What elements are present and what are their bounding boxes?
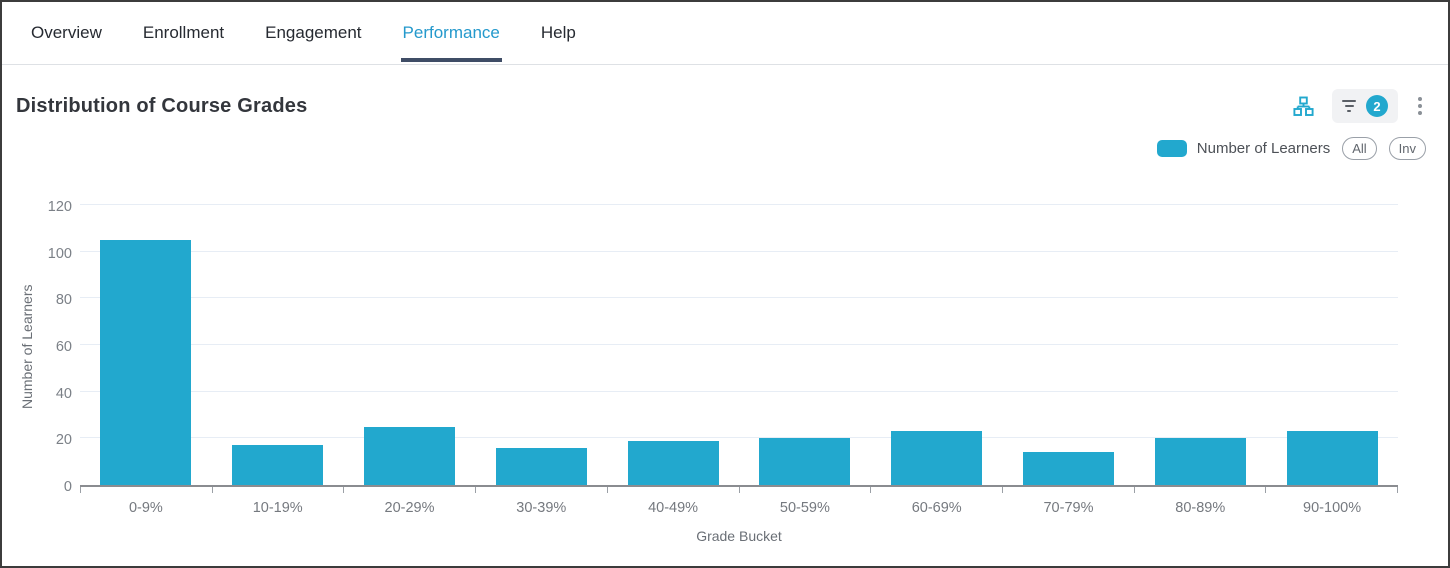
- bar-band: [607, 207, 739, 485]
- legend: Number of Learners All Inv: [2, 123, 1448, 160]
- x-axis-title: Grade Bucket: [696, 528, 782, 544]
- bars-row: [80, 207, 1398, 485]
- kebab-menu-icon: [1416, 97, 1424, 115]
- x-tick-label-0-9%: 0-9%: [128, 500, 163, 516]
- x-axis-labels: 0-9% 10-19% 20-29% 30-39% 40-49% 50-59% 60-69%…: [80, 493, 1398, 516]
- y-axis-title: Number of Learners: [19, 284, 35, 410]
- x-tick-label-40-49%: 40-49%: [648, 500, 699, 516]
- gridline-40: [80, 390, 1398, 392]
- legend-label[interactable]: Number of Learners: [1196, 140, 1331, 157]
- x-tick-label-30-39%: 30-39%: [516, 500, 567, 516]
- tab-overview[interactable]: Overview: [29, 2, 104, 64]
- gridline-60: [80, 344, 1398, 345]
- tab-enrollment[interactable]: Enrollment: [141, 2, 226, 64]
- bar-band: [1003, 207, 1135, 485]
- y-tick-label-80: 80: [55, 292, 72, 309]
- bar-80-89%[interactable]: [1154, 438, 1246, 485]
- bar-band: [871, 207, 1003, 485]
- gridline-80: [80, 297, 1398, 299]
- x-axis-tick: [870, 487, 1002, 493]
- tab-engagement[interactable]: Engagement: [263, 2, 363, 64]
- legend-swatch[interactable]: [1156, 140, 1187, 157]
- filter-icon: [1342, 100, 1356, 112]
- tab-bar: Overview Enrollment Engagement Performan…: [2, 2, 1448, 65]
- x-tick-label-80-89%: 80-89%: [1175, 500, 1226, 516]
- bar-0-9%[interactable]: [100, 240, 192, 485]
- bar-40-49%[interactable]: [627, 440, 719, 485]
- tab-help[interactable]: Help: [539, 2, 578, 64]
- bar-band: [475, 207, 607, 485]
- x-axis-tick: [738, 487, 871, 493]
- x-axis-tick: [80, 487, 212, 493]
- chart: Number of Learners 0 20 40 60 80 100 120 0-9% 1…: [16, 199, 1399, 544]
- bar-band: [344, 207, 476, 485]
- filter-button[interactable]: 2: [1332, 89, 1398, 123]
- x-tick-label-60-69%: 60-69%: [911, 500, 962, 516]
- x-axis-tick: [1133, 487, 1266, 493]
- y-tick-label-100: 100: [47, 245, 72, 262]
- plot-area: [80, 204, 1398, 487]
- toolbar-actions: 2: [1291, 89, 1426, 123]
- hierarchy-button[interactable]: [1291, 94, 1316, 119]
- x-axis-tick: [475, 487, 607, 493]
- legend-inv-button[interactable]: Inv: [1388, 137, 1426, 160]
- panel-header: Distribution of Course Grades 2: [2, 65, 1448, 123]
- y-tick-label-0: 0: [63, 479, 72, 495]
- x-tick-label-20-29%: 20-29%: [384, 500, 435, 516]
- bar-band: [212, 207, 344, 485]
- gridline-100: [80, 250, 1398, 252]
- gridline-20: [80, 437, 1398, 439]
- x-axis-tick: [343, 487, 475, 493]
- page-title: Distribution of Course Grades: [16, 94, 308, 117]
- tab-performance[interactable]: Performance: [400, 2, 503, 64]
- x-axis-tick: [211, 487, 344, 493]
- bar-band: [739, 207, 871, 485]
- y-tick-label-40: 40: [55, 385, 72, 402]
- y-tick-label-120: 120: [47, 199, 72, 215]
- bar-20-29%[interactable]: [364, 426, 455, 485]
- kebab-menu-button[interactable]: [1414, 95, 1426, 117]
- bar-30-39%[interactable]: [495, 447, 587, 485]
- x-tick-label-50-59%: 50-59%: [779, 500, 830, 516]
- filter-count-badge: 2: [1366, 95, 1388, 117]
- y-tick-label-60: 60: [55, 339, 72, 355]
- y-axis-labels: 0 20 40 60 80 100 120: [38, 199, 80, 495]
- plot-column: 0-9% 10-19% 20-29% 30-39% 40-49% 50-59% 60-69%…: [80, 204, 1399, 544]
- y-tick-label-20: 20: [55, 432, 72, 449]
- bar-60-69%[interactable]: [891, 431, 983, 485]
- bar-50-59%[interactable]: [759, 438, 851, 485]
- gridline-120: [80, 204, 1398, 205]
- hierarchy-icon: [1293, 96, 1314, 116]
- x-tick-label-70-79%: 70-79%: [1043, 500, 1094, 516]
- x-axis-tick: [1265, 487, 1399, 493]
- bar-band: [1266, 207, 1398, 485]
- x-axis-tick: [606, 487, 739, 493]
- bar-band: [80, 207, 212, 485]
- bar-70-79%[interactable]: [1023, 452, 1114, 485]
- bar-10-19%[interactable]: [232, 445, 324, 485]
- x-tick-label-10-19%: 10-19%: [252, 500, 303, 516]
- x-axis-ticks: [80, 487, 1399, 493]
- x-axis-tick: [1001, 487, 1134, 493]
- legend-all-button[interactable]: All: [1342, 137, 1377, 160]
- bar-90-100%[interactable]: [1286, 431, 1378, 485]
- bar-band: [1134, 207, 1266, 485]
- x-tick-label-90-100%: 90-100%: [1303, 500, 1362, 516]
